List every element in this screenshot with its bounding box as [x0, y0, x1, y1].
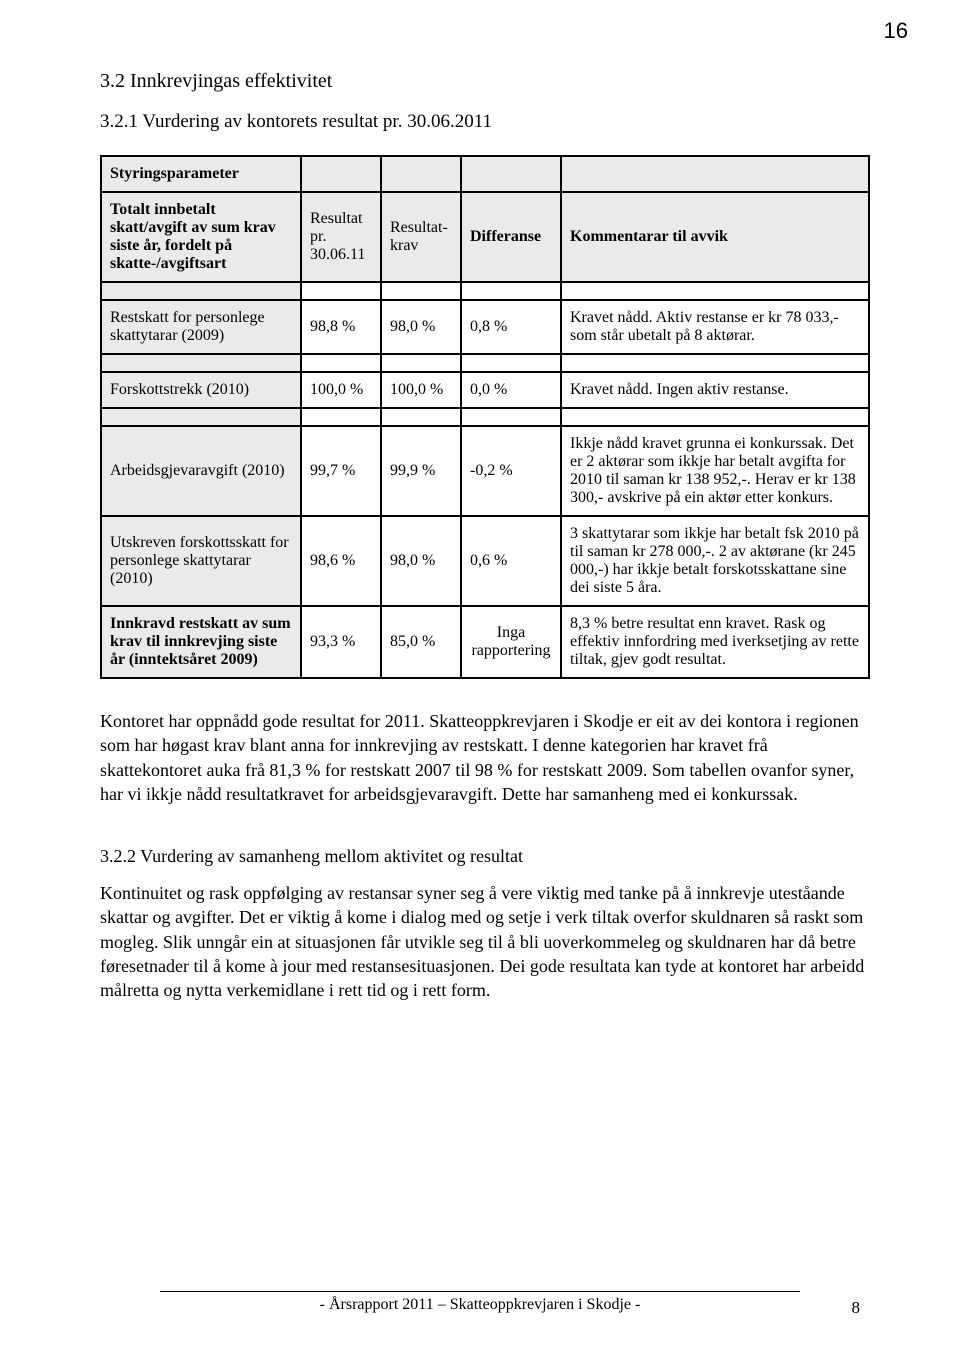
- styringsparameter-table: Styringsparameter Totalt innbetalt skatt…: [100, 155, 870, 679]
- table-row: Forskottstrekk (2010) 100,0 % 100,0 % 0,…: [101, 372, 869, 408]
- row-result: 99,7 %: [301, 426, 381, 516]
- row-krav: 99,9 %: [381, 426, 461, 516]
- row-diff: 0,0 %: [461, 372, 561, 408]
- row-comment: 3 skattytarar som ikkje har betalt fsk 2…: [561, 516, 869, 606]
- row-label: Restskatt for personlege skattytarar (20…: [101, 300, 301, 354]
- row-diff: 0,8 %: [461, 300, 561, 354]
- row-comment: Kravet nådd. Ingen aktiv restanse.: [561, 372, 869, 408]
- row-diff: -0,2 %: [461, 426, 561, 516]
- footer: - Årsrapport 2011 – Skatteoppkrevjaren i…: [0, 1291, 960, 1314]
- row-comment: Ikkje nådd kravet grunna ei konkurssak. …: [561, 426, 869, 516]
- table-header-col2: Resultat pr. 30.06.11: [301, 192, 381, 282]
- row-result: 93,3 %: [301, 606, 381, 678]
- row-label: Utskreven forskottsskatt for personlege …: [101, 516, 301, 606]
- table-title: Styringsparameter: [101, 156, 301, 192]
- row-krav: 100,0 %: [381, 372, 461, 408]
- row-comment: 8,3 % betre resultat enn kravet. Rask og…: [561, 606, 869, 678]
- table-row: Innkravd restskatt av sum krav til innkr…: [101, 606, 869, 678]
- row-label: Innkravd restskatt av sum krav til innkr…: [101, 606, 301, 678]
- section-heading-3-2-1: 3.2.1 Vurdering av kontorets resultat pr…: [100, 111, 870, 133]
- table-header-col5: Kommentarar til avvik: [561, 192, 869, 282]
- row-label: Forskottstrekk (2010): [101, 372, 301, 408]
- table-header-col4: Differanse: [461, 192, 561, 282]
- section-heading-3-2: 3.2 Innkrevjingas effektivitet: [100, 70, 870, 93]
- table-header-col3: Resultat-krav: [381, 192, 461, 282]
- paragraph-1: Kontoret har oppnådd gode resultat for 2…: [100, 709, 870, 806]
- row-result: 98,6 %: [301, 516, 381, 606]
- table-header-col1: Totalt innbetalt skatt/avgift av sum kra…: [101, 192, 301, 282]
- table-row: Utskreven forskottsskatt for personlege …: [101, 516, 869, 606]
- row-krav: 98,0 %: [381, 516, 461, 606]
- row-krav: 85,0 %: [381, 606, 461, 678]
- paragraph-2: Kontinuitet og rask oppfølging av restan…: [100, 881, 870, 1002]
- table-row: Arbeidsgjevaravgift (2010) 99,7 % 99,9 %…: [101, 426, 869, 516]
- footer-divider: [160, 1291, 800, 1292]
- document-page: 3.2 Innkrevjingas effektivitet 3.2.1 Vur…: [0, 0, 960, 1043]
- row-result: 100,0 %: [301, 372, 381, 408]
- row-diff: Inga rapportering: [461, 606, 561, 678]
- handwritten-page-number: 16: [884, 18, 908, 44]
- row-krav: 98,0 %: [381, 300, 461, 354]
- section-heading-3-2-2: 3.2.2 Vurdering av samanheng mellom akti…: [100, 846, 870, 867]
- row-result: 98,8 %: [301, 300, 381, 354]
- table-row: Restskatt for personlege skattytarar (20…: [101, 300, 869, 354]
- row-comment: Kravet nådd. Aktiv restanse er kr 78 033…: [561, 300, 869, 354]
- footer-text: - Årsrapport 2011 – Skatteoppkrevjaren i…: [320, 1296, 641, 1313]
- footer-page-number: 8: [852, 1298, 861, 1318]
- row-label: Arbeidsgjevaravgift (2010): [101, 426, 301, 516]
- row-diff: 0,6 %: [461, 516, 561, 606]
